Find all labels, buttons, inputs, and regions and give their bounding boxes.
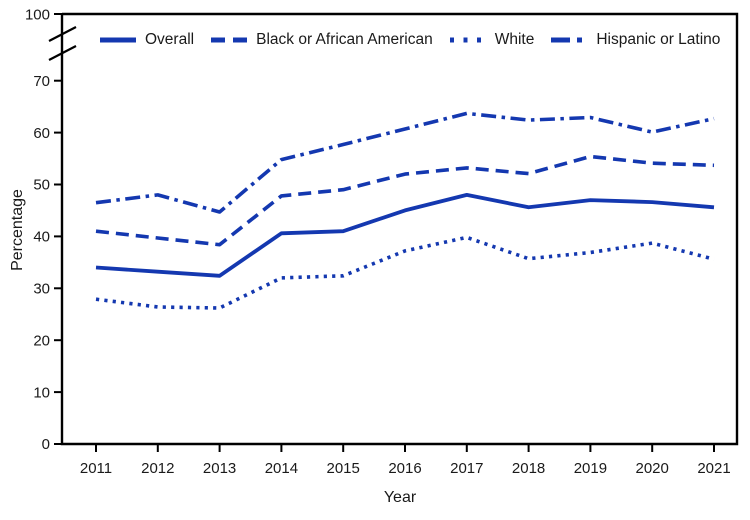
legend-label-white: White [494, 31, 535, 48]
y-tick-label: 60 [33, 125, 50, 142]
legend-item-black-or-african-american: Black or African American [211, 31, 433, 49]
x-axis-title: Year [383, 489, 417, 506]
legend-label-overall: Overall [145, 31, 195, 48]
axis-break-slash [48, 45, 77, 61]
x-tick-label: 2016 [388, 460, 421, 477]
legend-label-hispanic-or-latino: Hispanic or Latino [596, 31, 721, 48]
axis-break-slash [48, 26, 77, 42]
series-line-white [95, 235, 715, 310]
x-tick-label: 2011 [80, 460, 112, 477]
y-tick-label: 50 [33, 177, 50, 194]
x-tick-label: 2017 [450, 460, 483, 477]
legend-item-overall: Overall [100, 31, 194, 49]
x-tick-label: 2012 [141, 460, 174, 477]
overall-line-icon [100, 37, 136, 43]
y-tick-label: 30 [33, 281, 50, 298]
dash-dot-line-icon [551, 37, 588, 43]
y-tick-label: 10 [33, 384, 50, 401]
x-tick-label: 2019 [574, 460, 607, 477]
y-tick-label: 0 [42, 436, 50, 453]
y-tick-label: 70 [33, 73, 50, 90]
legend-label-black-or-african-american: Black or African American [256, 31, 433, 48]
dotted-line-icon [449, 37, 486, 43]
y-tick-label: 20 [33, 332, 50, 349]
legend-item-hispanic-or-latino: Hispanic or Latino [551, 31, 720, 49]
dashed-line-icon [211, 37, 248, 43]
plot-frame [60, 12, 739, 446]
series-line-hispanic-or-latino [95, 111, 715, 214]
legend-item-white: White [449, 31, 535, 49]
series-line-overall [95, 192, 715, 278]
x-tick-label: 2013 [203, 460, 236, 477]
x-tick-label: 2015 [327, 460, 360, 477]
x-tick-label: 2021 [697, 460, 730, 477]
y-tick-label: 100 [25, 7, 50, 24]
series-line-black-or-african-american [95, 154, 715, 247]
x-tick-label: 2018 [512, 460, 545, 477]
x-tick-label: 2020 [636, 460, 669, 477]
y-axis-title: Percentage [9, 189, 26, 271]
legend: Overall Black or African American White … [100, 31, 720, 49]
y-tick-label: 40 [33, 229, 50, 246]
x-tick-label: 2014 [265, 460, 298, 477]
